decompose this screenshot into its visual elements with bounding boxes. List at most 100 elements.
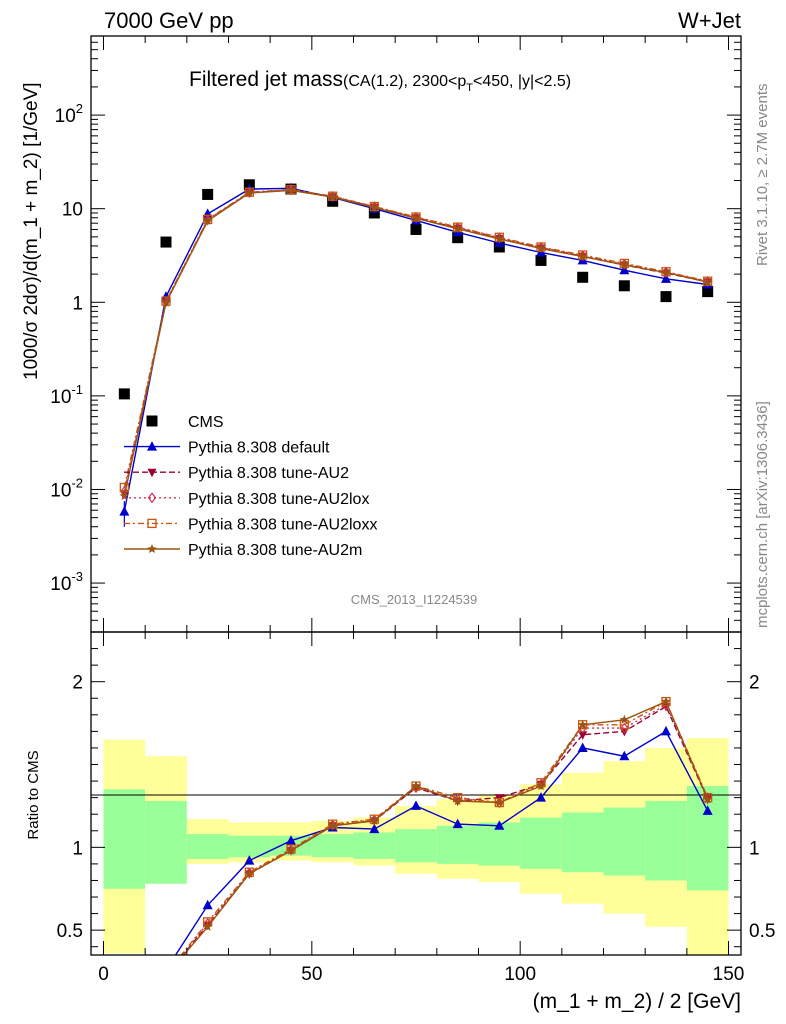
main-point-au2lox (245, 187, 254, 198)
ratio-y-tick-label-left: 0.5 (57, 921, 83, 942)
main-y-tick-label: 1 (72, 293, 83, 314)
ratio-band-inner (103, 789, 146, 889)
ratio-point-au2m (411, 781, 421, 791)
main-point-cms (118, 388, 130, 400)
legend-item-au2loxx: Pythia 8.308 tune-AU2loxx (124, 516, 377, 533)
x-tick-label: 50 (301, 964, 322, 985)
x-tick-label: 100 (504, 964, 536, 985)
ratio-band-inner (395, 829, 437, 863)
main-series-au2m (119, 185, 713, 501)
ratio-band-inner (186, 834, 229, 859)
main-y-tick-base: 10 (50, 480, 71, 501)
main-point-au2lox (495, 232, 504, 244)
ratio-y-tick-label-right: 0.5 (749, 921, 775, 942)
legend: CMS Pythia 8.308 default Pythia 8.308 tune… (124, 414, 377, 559)
rivet-label: Rivet 3.1.10, ≥ 2.7M events (754, 84, 771, 267)
ratio-band-inner (353, 832, 396, 859)
ratio-point-au2 (578, 731, 588, 740)
main-y-tick-base: 10 (55, 106, 76, 127)
ratio-frame (90, 631, 742, 956)
ratio-y-tick-label-right: 2 (749, 673, 760, 694)
legend-item-cms: CMS (146, 414, 224, 431)
main-y-tick-base: 10 (50, 574, 71, 595)
ratio-point-au2m (577, 719, 588, 729)
main-point-au2m (702, 277, 713, 287)
mcplots-label: mcplots.cern.ch [arXiv:1306.3436] (754, 401, 771, 628)
ratio-point-au2m (369, 815, 380, 825)
ratio-band-inner (145, 800, 187, 884)
main-y-axis-label: 1000/σ 2dσ)/d(m_1 + m_2) [1/GeV] (21, 82, 42, 380)
legend-marker-default (147, 441, 157, 451)
ratio-y-tick-label-left: 2 (72, 673, 83, 694)
ratio-point-au2m (244, 868, 255, 878)
main-point-cms (535, 254, 547, 266)
header-left: 7000 GeV pp (104, 8, 234, 33)
main-point-cms (410, 223, 422, 235)
legend-label-au2m: Pythia 8.308 tune-AU2m (188, 542, 362, 559)
ratio-band-inner (311, 834, 354, 858)
main-point-au2m (327, 192, 338, 202)
legend-item-default: Pythia 8.308 default (124, 440, 330, 457)
ratio-band-inner (603, 807, 646, 876)
legend-item-au2lox: Pythia 8.308 tune-AU2lox (124, 491, 369, 508)
main-series (118, 179, 714, 527)
main-point-cms (452, 232, 464, 244)
main-point-au2lox (328, 191, 337, 202)
ratio-point-default (411, 800, 421, 810)
legend-item-au2: Pythia 8.308 tune-AU2 (124, 465, 349, 482)
plot-title-subtitle-end: <450, |y|<2.5) (473, 73, 571, 90)
ratio-point-au2m (619, 714, 630, 724)
ratio-y-tick-label-right: 1 (749, 838, 760, 859)
main-point-au2lox (286, 184, 296, 196)
ratio-point-au2m (202, 921, 213, 931)
main-y-tick-label: 102 (55, 101, 83, 127)
main-point-cms (660, 291, 672, 303)
plot-title: Filtered jet mass(CA(1.2), 2300<pT<450, … (189, 68, 571, 94)
ratio-point-default (702, 805, 713, 815)
main-point-au2m (411, 213, 421, 223)
ratio-point-au2m (494, 797, 505, 807)
ratio-band-inner (520, 817, 562, 869)
main-point-au2m (286, 185, 296, 195)
main-y-tick-label: 10-1 (50, 382, 83, 408)
x-axis-label: (m_1 + m_2) / 2 [GeV] (533, 990, 741, 1013)
main-point-cms (202, 188, 214, 200)
ratio-point-au2loxx (369, 814, 379, 824)
ratio-point-au2lox (245, 867, 254, 879)
legend-label-cms: CMS (188, 414, 224, 431)
ratio-series-au2m (182, 696, 713, 955)
main-line-default (123, 187, 708, 512)
ratio-series (174, 696, 713, 955)
main-point-au2m (244, 188, 255, 198)
main-point-cms (160, 236, 172, 248)
ratio-point-default (202, 899, 213, 910)
main-point-au2lox (703, 275, 712, 287)
main-point-au2lox (661, 266, 671, 278)
ratio-point-au2lox (328, 819, 337, 831)
main-point-au2lox (370, 201, 379, 213)
ratio-y-axis-label: Ratio to CMS (25, 750, 42, 839)
main-y-tick-label: 10 (62, 200, 83, 221)
legend-marker-cms (146, 415, 158, 427)
main-y-tick-label: 10-3 (50, 569, 83, 595)
main-y-tick-base: 10 (50, 387, 71, 408)
ratio-point-au2loxx (703, 792, 713, 803)
ratio-band-inner (645, 800, 687, 881)
legend-label-default: Pythia 8.308 default (188, 440, 330, 457)
ratio-point-default (369, 823, 380, 834)
plot-title-subtitle-sub: T (466, 82, 473, 94)
main-point-au2lox (536, 242, 546, 253)
main-point-au2m (661, 267, 671, 277)
ratio-point-au2m (452, 795, 463, 805)
legend-marker-au2loxx (147, 518, 157, 529)
main-point-au2m (452, 223, 463, 233)
main-y-tick-exponent: -3 (71, 569, 83, 584)
ratio-point-default (244, 855, 255, 865)
ratio-point-default (619, 750, 630, 761)
x-tick-label: 150 (713, 964, 745, 985)
main-point-au2m (536, 243, 546, 253)
ratio-line-au2loxx (180, 700, 709, 955)
main-point-cms (368, 207, 380, 219)
main-point-au2m (119, 491, 130, 501)
